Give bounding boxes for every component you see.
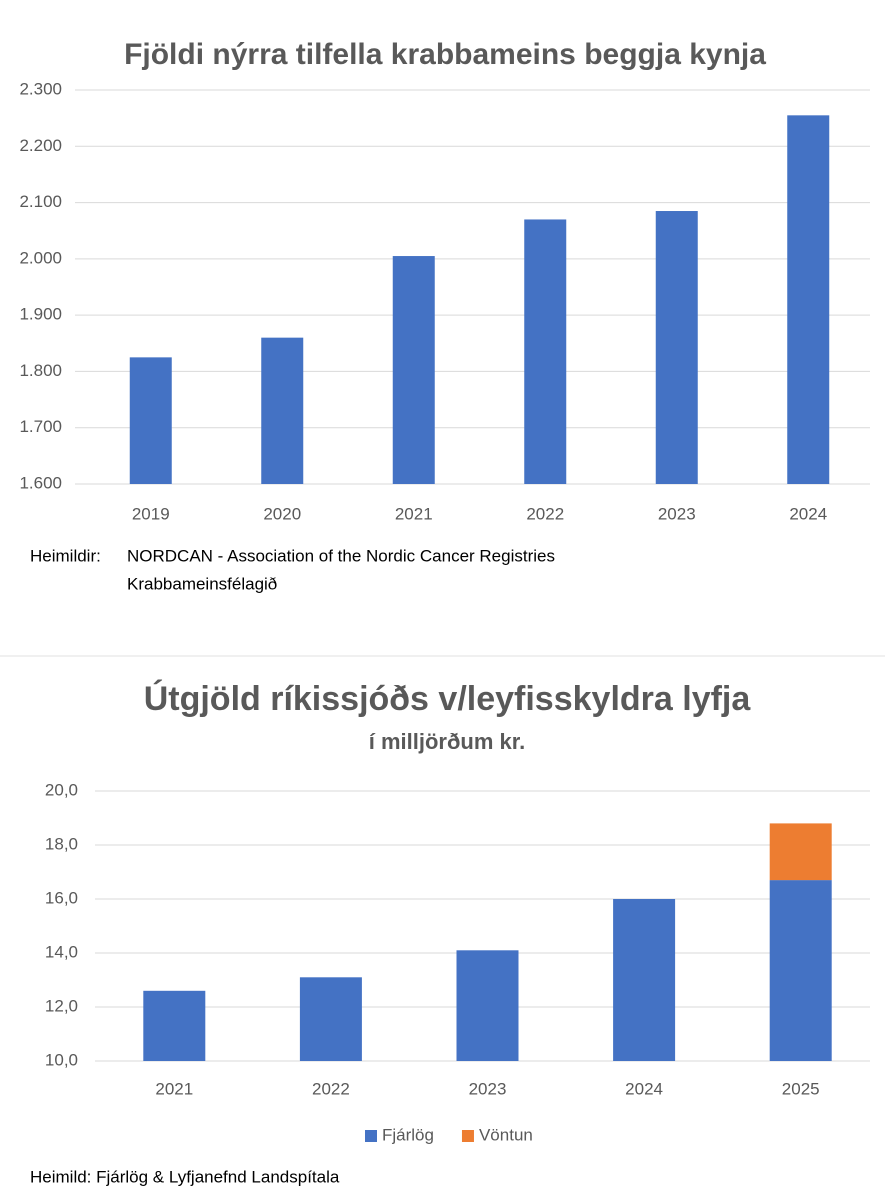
bar-segment [143, 990, 206, 1061]
source: Heimild: Fjárlög & Lyfjanefnd Landspítal… [30, 1167, 340, 1186]
x-tick-label: 2024 [625, 1079, 663, 1098]
y-tick-label: 18,0 [45, 834, 78, 853]
x-tick-label: 2021 [395, 504, 433, 523]
y-tick-label: 10,0 [45, 1050, 78, 1069]
y-tick-label: 1.900 [19, 305, 62, 324]
bar-segment [613, 899, 676, 1061]
x-tick-label: 2022 [526, 504, 564, 523]
x-tick-label: 2022 [312, 1079, 350, 1098]
x-tick-label: 2021 [155, 1079, 193, 1098]
bar-segment [769, 823, 832, 881]
legend-label: Vöntun [479, 1125, 533, 1144]
x-tick-label: 2019 [132, 504, 170, 523]
y-tick-label: 20,0 [45, 780, 78, 799]
sources-label: Heimildir: [30, 546, 101, 565]
bar-segment [456, 950, 519, 1061]
x-tick-label: 2024 [789, 504, 827, 523]
bar [129, 357, 172, 484]
chart-title: Útgjöld ríkissjóðs v/leyfisskyldra lyfja [144, 680, 752, 718]
chart-subtitle: í milljörðum kr. [369, 729, 525, 754]
y-tick-label: 1.600 [19, 473, 62, 492]
y-tick-label: 16,0 [45, 888, 78, 907]
y-tick-label: 1.800 [19, 361, 62, 380]
x-tick-label: 2025 [782, 1079, 820, 1098]
bar [655, 211, 698, 484]
bar [787, 115, 830, 484]
legend-label: Fjárlög [382, 1125, 434, 1144]
y-tick-label: 1.700 [19, 417, 62, 436]
x-tick-label: 2023 [469, 1079, 507, 1098]
y-tick-label: 2.100 [19, 192, 62, 211]
source: Krabbameinsfélagið [127, 574, 277, 593]
chart-title: Fjöldi nýrra tilfella krabbameins beggja… [124, 38, 766, 71]
y-tick-label: 2.200 [19, 136, 62, 155]
bar [261, 337, 304, 484]
y-tick-label: 14,0 [45, 942, 78, 961]
y-tick-label: 2.000 [19, 248, 62, 267]
legend-swatch [365, 1130, 377, 1142]
bar [392, 256, 435, 484]
legend-swatch [461, 1130, 474, 1142]
y-tick-label: 2.300 [19, 79, 62, 98]
x-tick-label: 2020 [263, 504, 301, 523]
x-tick-label: 2023 [658, 504, 696, 523]
bar [524, 219, 567, 484]
source: NORDCAN - Association of the Nordic Canc… [127, 546, 555, 565]
y-tick-label: 12,0 [45, 996, 78, 1015]
bar-segment [769, 880, 832, 1061]
bar-segment [299, 977, 362, 1061]
